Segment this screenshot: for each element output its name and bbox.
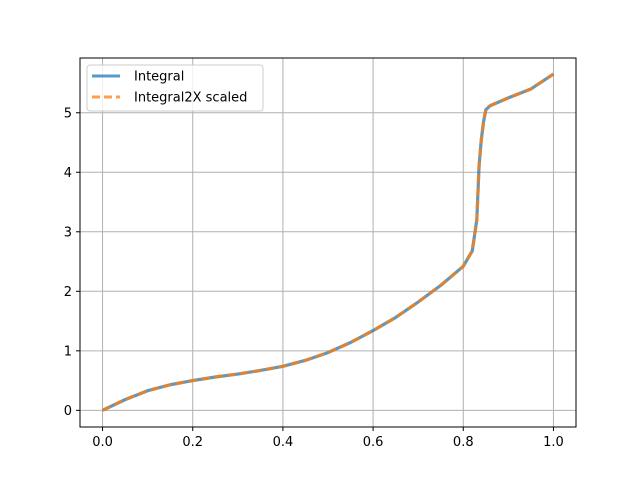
y-tick-label: 1 [64, 344, 72, 359]
x-tick-label: 1.0 [543, 435, 564, 450]
y-tick-label: 5 [64, 106, 72, 121]
x-tick-label: 0.8 [453, 435, 474, 450]
y-tick-label: 4 [64, 166, 72, 181]
y-tick-label: 3 [64, 225, 72, 240]
y-tick-label: 2 [64, 285, 72, 300]
legend: Integral Integral2X scaled [86, 64, 264, 112]
grid-lines [80, 58, 576, 427]
series-layer [101, 72, 555, 412]
series-line-integral2x-scaled [101, 72, 555, 412]
plot-frame [79, 57, 577, 428]
legend-box [86, 64, 264, 112]
y-tick-label: 0 [64, 404, 72, 419]
x-tick-label: 0.2 [182, 435, 203, 450]
legend-label-integral2x-scaled: Integral2X scaled [134, 91, 247, 106]
x-axis: 0.0 0.2 0.4 0.6 0.8 1.0 [92, 427, 564, 450]
x-tick-label: 0.0 [92, 435, 113, 450]
y-axis: 0 1 2 3 4 5 [64, 106, 80, 419]
x-tick-label: 0.6 [363, 435, 384, 450]
legend-label-integral: Integral [134, 70, 184, 85]
x-tick-label: 0.4 [273, 435, 294, 450]
